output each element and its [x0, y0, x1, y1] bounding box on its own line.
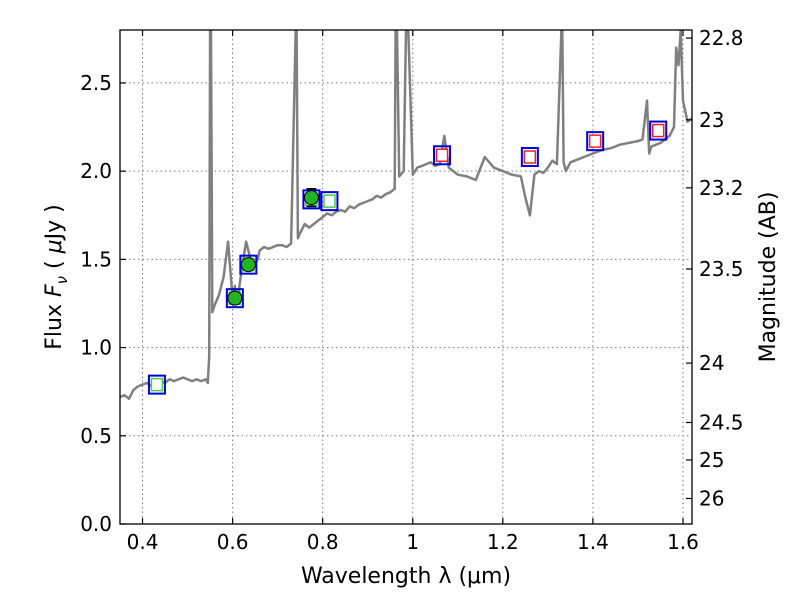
y2-tick-label-4: 24 [699, 351, 724, 375]
observed-point-1 [240, 257, 256, 273]
y-tick-label-3: 1.5 [80, 247, 112, 271]
y2-tick-label-3: 23.5 [699, 257, 744, 281]
y2-tick-label-0: 22.8 [699, 26, 744, 50]
x-tick-label-5: 1.4 [577, 530, 609, 554]
model-box-4 [320, 191, 339, 212]
x-tick-label-1: 0.6 [217, 530, 249, 554]
y-tick-label-1: 0.5 [80, 424, 112, 448]
y-axis-label: Flux Fν ( μJy ) [42, 204, 71, 349]
model-box-1 [225, 288, 244, 309]
y2-axis-label: Magnitude (AB) [756, 192, 781, 363]
x-tick-label-6: 1.6 [667, 530, 699, 554]
model-box-inner-4 [323, 194, 336, 208]
plot-frame [119, 29, 693, 525]
grid-lines [120, 30, 692, 524]
model-box-inner-6 [523, 150, 537, 164]
model-box-5 [433, 145, 452, 166]
x-tick-label-2: 0.8 [307, 530, 339, 554]
model-box-inner-5 [435, 148, 449, 163]
model-sed-line [120, 30, 692, 400]
y-tick-label-5: 2.5 [80, 71, 112, 95]
observed-point-2 [303, 190, 319, 206]
y-tick-label-0: 0.0 [80, 512, 112, 536]
model-box-2 [239, 254, 258, 275]
plot-area [120, 30, 692, 400]
axis-ticks: 0.4 0.6 0.8 1 1.2 1.4 1.6 0.0 0.5 1.0 1.5 2.0 2.5 22.… [80, 26, 743, 554]
y2-tick-label-7: 26 [699, 486, 724, 510]
x-tick-label-3: 1 [406, 530, 419, 554]
model-box-inner-0 [150, 377, 164, 392]
model-box-inner-8 [651, 123, 665, 138]
y-tick-label-2: 1.0 [80, 336, 112, 360]
model-box-0 [147, 374, 166, 395]
y2-tick-label-6: 25 [699, 448, 724, 472]
model-box-6 [520, 147, 539, 168]
observed-point-0 [227, 290, 243, 306]
x-tick-label-4: 1.2 [487, 530, 519, 554]
model-box-inner-7 [588, 134, 602, 148]
y-tick-label-4: 2.0 [80, 159, 112, 183]
y2-tick-label-5: 24.5 [699, 410, 744, 434]
model-box-7 [586, 131, 605, 152]
y2-tick-label-1: 23 [699, 108, 724, 132]
model-box-8 [649, 120, 668, 141]
x-tick-label-0: 0.4 [127, 530, 159, 554]
x-axis-label: Wavelength λ (μm) [301, 564, 511, 589]
y2-tick-label-2: 23.2 [699, 176, 744, 200]
